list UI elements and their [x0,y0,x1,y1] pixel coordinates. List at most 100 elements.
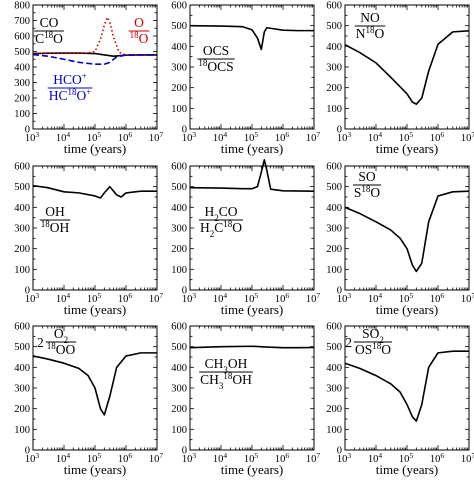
label-part: HC [49,88,68,103]
x-tick-exponent: 6 [440,291,444,300]
y-tick-label: 0 [337,125,342,136]
label-part: OH [232,372,252,387]
y-tick-label: 500 [14,47,30,58]
x-tick-label: 104 [213,451,228,466]
x-tick-base: 10 [149,454,160,465]
ratio-denominator: CH318OH [200,371,252,391]
y-tick-label: 400 [14,203,30,214]
x-tick-exponent: 5 [254,291,258,300]
ratio-numerator: OCS [203,43,229,58]
x-tick-exponent: 5 [254,130,258,139]
x-tick-base: 10 [182,454,193,465]
x-tick-label: 106 [118,451,133,466]
x-tick-base: 10 [87,294,98,305]
y-tick-label: 400 [326,363,342,374]
x-tick-exponent: 7 [316,291,320,300]
x-tick-label: 104 [368,130,383,145]
y-tick-label: 800 [14,1,30,12]
x-tick-base: 10 [25,133,36,144]
x-tick-exponent: 4 [378,130,382,139]
x-tick-base: 10 [25,454,36,465]
x-tick-label: 107 [461,451,474,466]
x-tick-label: 107 [149,451,164,466]
x-tick-base: 10 [337,133,348,144]
x-tick-label: 107 [306,291,321,306]
y-tick-label: 0 [25,446,30,457]
y-tick-label: 0 [182,125,187,136]
x-tick-base: 10 [430,294,441,305]
x-axis-label: time (years) [221,141,283,156]
label-part: O [76,88,86,103]
x-tick-base: 10 [399,294,410,305]
x-tick-label: 106 [275,451,290,466]
ratio-denominator: 18OCS [198,58,233,74]
x-tick-label: 107 [306,451,321,466]
y-tick-label: 0 [182,286,187,297]
label-part: S [354,185,362,200]
y-tick-label: 600 [14,162,30,173]
series-line-o-18o [33,16,158,57]
x-tick-label: 105 [399,291,414,306]
x-tick-base: 10 [118,133,129,144]
label-part: OCS [207,59,233,74]
series-line-2-so2-os18o [344,350,469,422]
y-tick-label: 500 [326,182,342,193]
y-tick-label: 200 [14,404,30,415]
y-tick-label: 300 [326,384,342,395]
x-axis-label: time (years) [376,462,438,477]
x-tick-label: 105 [87,451,102,466]
y-tick-label: 400 [326,42,342,53]
x-tick-exponent: 4 [66,130,70,139]
x-tick-exponent: 3 [35,451,39,460]
x-tick-base: 10 [275,133,286,144]
y-tick-label: 200 [171,404,187,415]
plot-frame [32,4,158,130]
x-tick-label: 106 [430,451,445,466]
x-tick-label: 105 [244,451,259,466]
label-part: 18 [372,341,382,351]
x-tick-exponent: 5 [97,130,101,139]
y-tick-label: 200 [171,244,187,255]
x-tick-base: 10 [25,294,36,305]
ratio-numerator: NO [360,10,380,25]
x-tick-base: 10 [399,454,410,465]
x-tick-label: 107 [461,291,474,306]
ratio-denominator: N18O [356,25,385,41]
y-tick-label: 600 [171,322,187,333]
x-tick-exponent: 7 [471,451,474,460]
y-tick-label: 400 [171,203,187,214]
x-tick-exponent: 3 [192,291,196,300]
label-part: 3 [219,381,224,391]
x-tick-base: 10 [182,294,193,305]
x-tick-base: 10 [368,454,379,465]
series-line-so-s18o [344,190,470,273]
ratio-denominator: H2C18O [200,219,242,239]
label-part: O [139,31,149,46]
x-tick-label: 107 [149,291,164,306]
y-tick-label: 500 [171,342,187,353]
x-tick-label: 104 [213,291,228,306]
y-tick-label: 200 [326,83,342,94]
y-tick-label: 300 [326,63,342,74]
x-tick-label: 103 [182,291,197,306]
label-part: O [134,15,144,30]
x-tick-label: 104 [56,130,71,145]
x-tick-exponent: 7 [159,451,163,460]
y-tick-label: 500 [14,182,30,193]
x-tick-base: 10 [56,454,67,465]
y-tick-label: 500 [171,21,187,32]
y-tick-label: 300 [14,224,30,235]
y-tick-label: 300 [14,384,30,395]
x-tick-label: 103 [337,451,352,466]
x-tick-base: 10 [368,133,379,144]
x-tick-base: 10 [306,294,317,305]
